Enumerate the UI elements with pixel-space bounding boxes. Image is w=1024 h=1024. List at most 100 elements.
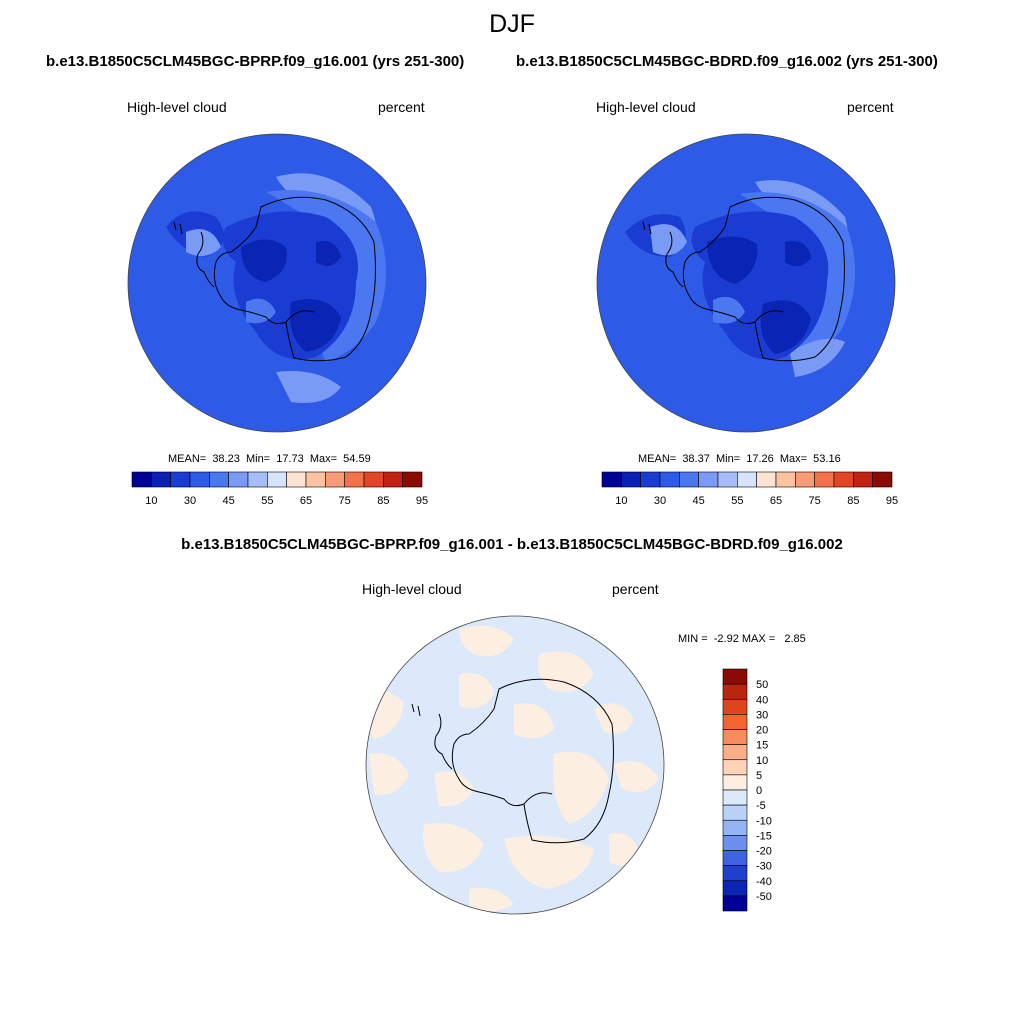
colorbar-swatch (722, 774, 748, 791)
left-units-label: percent (378, 99, 425, 115)
colorbar-tick-label: -30 (756, 861, 772, 873)
colorbar-tick-label: 30 (184, 495, 196, 507)
colorbar-swatch (601, 471, 622, 488)
colorbar-tick-label: 55 (731, 495, 743, 507)
colorbar-swatch (189, 471, 210, 488)
cloud-region (266, 190, 386, 362)
colorbar-swatch (286, 471, 307, 488)
colorbar-swatch (679, 471, 699, 488)
colorbar-tick-label: 45 (693, 495, 705, 507)
antarctica-coastline (213, 196, 376, 362)
colorbar-tick-label: 10 (756, 755, 768, 767)
colorbar-swatch (247, 471, 268, 488)
season-title: DJF (489, 10, 535, 38)
positive-diff-region (504, 835, 594, 889)
colorbar-tick-label: -5 (756, 800, 766, 812)
positive-diff-region (553, 751, 609, 824)
colorbar-swatch (722, 683, 748, 700)
antarctica-coastline (451, 678, 614, 844)
colorbar-tick-label: 95 (886, 495, 898, 507)
colorbar-swatch (722, 819, 748, 836)
colorbar-tick-label: -10 (756, 815, 772, 827)
difference-title: b.e13.B1850C5CLM45BGC-BPRP.f09_g16.001 -… (181, 536, 843, 553)
peninsula-coastline (434, 713, 453, 770)
difference-polar-map (365, 615, 665, 915)
antarctica-coastline (682, 196, 845, 362)
colorbar-tick-label: 40 (756, 694, 768, 706)
cloud-region (707, 236, 758, 284)
colorbar-tick-label: 95 (416, 495, 428, 507)
peninsula-coastline (665, 231, 684, 288)
colorbar-swatch (131, 471, 152, 488)
colorbar-tick-label: 30 (654, 495, 666, 507)
colorbar-tick-label: 30 (756, 709, 768, 721)
colorbar-swatch (722, 835, 748, 851)
cloud-region (650, 224, 687, 256)
positive-diff-region (434, 771, 474, 807)
colorbar-swatch (640, 471, 661, 488)
colorbar-tick-label: 45 (223, 495, 235, 507)
diff-units-label: percent (612, 581, 659, 597)
cloud-region (785, 241, 811, 267)
colorbar-swatch (722, 729, 748, 745)
colorbar-swatch (717, 471, 738, 488)
coastline-detail (285, 310, 315, 323)
colorbar-swatch (722, 668, 748, 685)
colorbar-tick-label: 50 (756, 679, 768, 691)
cloud-region (186, 229, 221, 256)
cloud-region (713, 296, 745, 324)
colorbar-swatch (872, 471, 893, 488)
colorbar-swatch (228, 471, 249, 488)
colorbar-swatch (737, 471, 757, 488)
positive-diff-region (369, 753, 409, 795)
positive-diff-region (459, 673, 494, 709)
colorbar-tick-label: 20 (756, 725, 768, 737)
colorbar-swatch (325, 471, 345, 488)
colorbar-swatch (814, 471, 835, 488)
colorbar-tick-label: -20 (756, 846, 772, 858)
colorbar-swatch (722, 880, 748, 897)
colorbar-tick-label: 75 (809, 495, 821, 507)
colorbar-swatch (853, 471, 873, 488)
cloud-region (276, 371, 341, 403)
right-colorbar: 10 30 45 55 65 75 85 95 (601, 471, 898, 507)
colorbar-tick-label: 85 (377, 495, 389, 507)
colorbar-tick-label: -15 (756, 830, 772, 842)
cloud-region (316, 241, 341, 266)
positive-diff-region (423, 823, 484, 873)
colorbar-swatch (402, 471, 423, 488)
map-border (365, 615, 665, 915)
colorbar-swatch (363, 471, 384, 488)
colorbar-tick-label: -40 (756, 876, 772, 888)
positive-diff-region (594, 703, 634, 734)
cloud-region (760, 300, 811, 354)
island-coastline (173, 221, 183, 235)
colorbar-swatch (383, 471, 403, 488)
colorbar-swatch (722, 865, 748, 882)
colorbar-swatch (151, 471, 171, 488)
colorbar-swatch (722, 714, 748, 730)
left-case-title: b.e13.B1850C5CLM45BGC-BPRP.f09_g16.001 (… (46, 53, 465, 70)
colorbar-swatch (722, 850, 748, 866)
colorbar-swatch (722, 698, 748, 715)
positive-diff-region (514, 703, 554, 738)
colorbar-swatch (344, 471, 365, 488)
right-variable-label: High-level cloud (596, 99, 696, 115)
left-variable-label: High-level cloud (127, 99, 227, 115)
map-border (127, 133, 427, 433)
cloud-region (790, 338, 845, 377)
colorbar-swatch (722, 895, 748, 912)
colorbar-swatch (305, 471, 326, 488)
right-stats: MEAN= 38.37 Min= 17.26 Max= 53.16 (638, 453, 841, 465)
left-colorbar: 10 30 45 55 65 75 85 95 (131, 471, 428, 507)
colorbar-swatch (267, 471, 287, 488)
colorbar-tick-label: 55 (261, 495, 273, 507)
colorbar-tick-label: 65 (300, 495, 312, 507)
colorbar-tick-label: 10 (145, 495, 157, 507)
coastline-detail (754, 310, 784, 323)
colorbar-swatch (795, 471, 815, 488)
colorbar-swatch (659, 471, 680, 488)
right-case-title: b.e13.B1850C5CLM45BGC-BDRD.f09_g16.002 (… (516, 53, 938, 70)
positive-diff-region (459, 625, 514, 657)
